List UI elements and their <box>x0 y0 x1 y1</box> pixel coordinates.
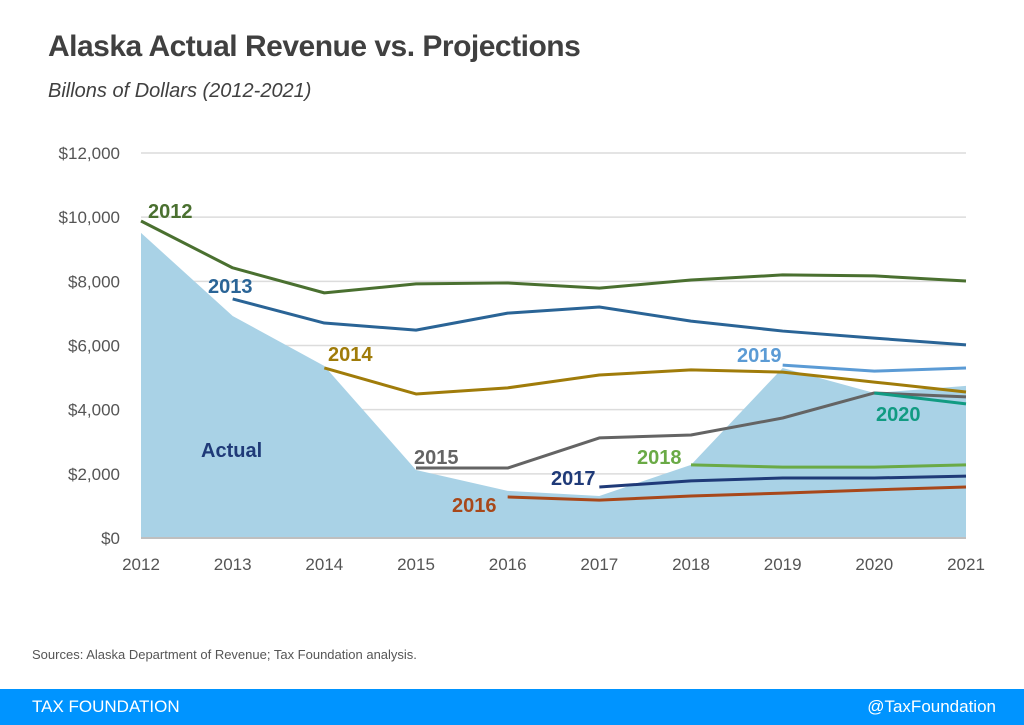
projection-line-2019 <box>782 363 967 373</box>
projection-line-2018 <box>690 463 967 469</box>
series-label-actual: Actual <box>201 440 262 462</box>
projection-line-2013 <box>232 297 967 347</box>
x-tick-label: 2012 <box>122 555 160 574</box>
x-tick-label: 2020 <box>855 555 893 574</box>
y-tick-label: $12,000 <box>59 144 120 163</box>
series-label-2015: 2015 <box>414 447 459 469</box>
footer-brand: TAX FOUNDATION <box>32 697 180 716</box>
series-labels: 2012 2013 2014 2015 2016 2017 2018 2019 2020 Actu… <box>148 201 921 517</box>
x-tick-label: 2017 <box>580 555 618 574</box>
x-tick-label: 2021 <box>947 555 985 574</box>
projection-line-2012 <box>140 219 967 295</box>
projection-line-2014 <box>323 366 967 396</box>
y-axis-ticks: $0 $2,000 $4,000 $6,000 $8,000 $10,000 $12,000 <box>59 144 120 548</box>
y-tick-label: $6,000 <box>68 337 120 356</box>
series-label-2017: 2017 <box>551 468 596 490</box>
projection-line-2016 <box>507 485 967 502</box>
y-tick-label: $8,000 <box>68 272 120 291</box>
actual-area-layer <box>141 232 966 538</box>
y-tick-label: $10,000 <box>59 208 120 227</box>
series-label-2020: 2020 <box>876 404 921 426</box>
footer-handle[interactable]: @TaxFoundation <box>867 697 996 716</box>
projection-line-2020 <box>874 391 967 406</box>
y-tick-label: $2,000 <box>68 465 120 484</box>
chart-title: Alaska Actual Revenue vs. Projections <box>48 30 581 63</box>
line-chart: $0 $2,000 $4,000 $6,000 $8,000 $10,000 $12,000… <box>59 144 985 574</box>
x-tick-label: 2014 <box>305 555 343 574</box>
actual-revenue-area <box>141 232 966 538</box>
x-tick-label: 2013 <box>214 555 252 574</box>
chart-subtitle: Billons of Dollars (2012-2021) <box>48 80 312 102</box>
y-tick-label: $4,000 <box>68 401 120 420</box>
series-label-2019: 2019 <box>737 345 782 367</box>
y-tick-label: $0 <box>101 529 120 548</box>
series-label-2014: 2014 <box>328 344 373 366</box>
series-lines <box>140 219 967 502</box>
series-label-2012: 2012 <box>148 201 193 223</box>
x-axis-ticks: 2012 2013 2014 2015 2016 2017 2018 2019 2020 2021 <box>122 555 985 574</box>
source-note: Sources: Alaska Department of Revenue; T… <box>32 647 417 662</box>
x-tick-label: 2018 <box>672 555 710 574</box>
x-tick-label: 2019 <box>764 555 802 574</box>
series-label-2018: 2018 <box>637 447 682 469</box>
x-tick-label: 2016 <box>489 555 527 574</box>
series-label-2013: 2013 <box>208 276 253 298</box>
projection-line-2017 <box>599 474 967 489</box>
footer-bar: TAX FOUNDATION @TaxFoundation <box>0 689 1024 725</box>
x-tick-label: 2015 <box>397 555 435 574</box>
series-label-2016: 2016 <box>452 495 497 517</box>
